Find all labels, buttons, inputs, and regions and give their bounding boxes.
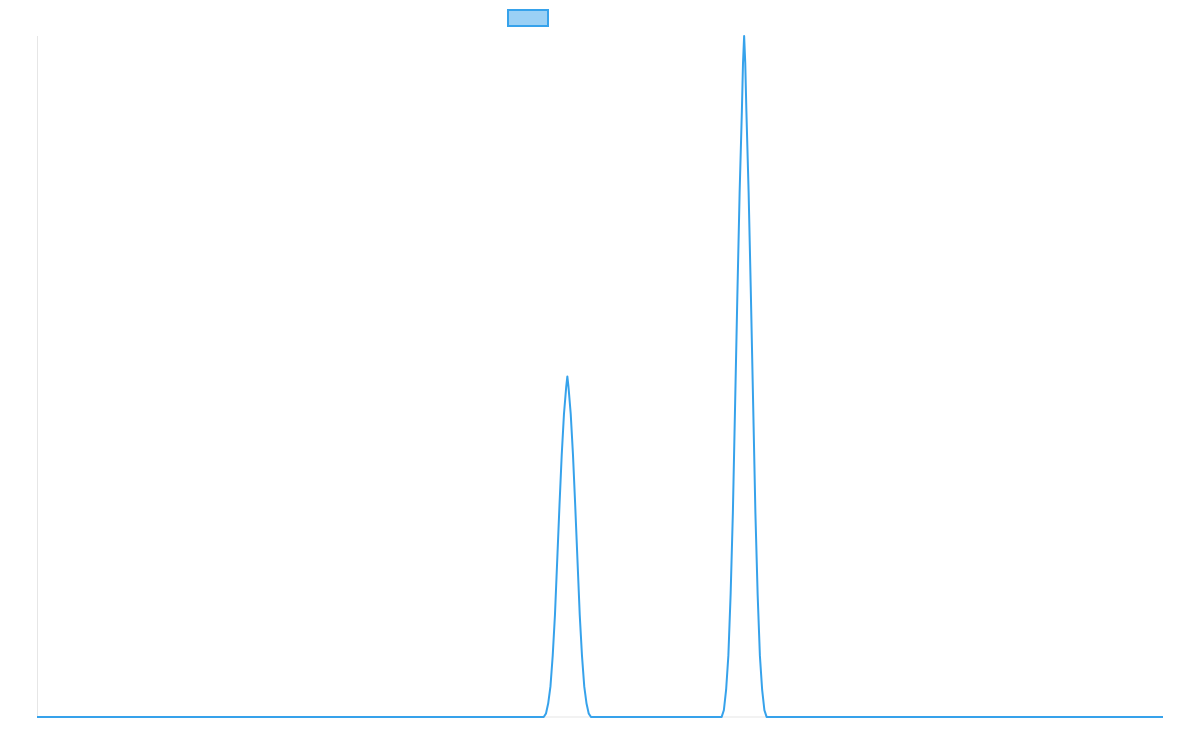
series-line-0[interactable]: [37, 35, 1163, 718]
series-layer: [37, 35, 1163, 718]
legend[interactable]: [507, 9, 549, 27]
legend-swatch[interactable]: [507, 9, 549, 27]
